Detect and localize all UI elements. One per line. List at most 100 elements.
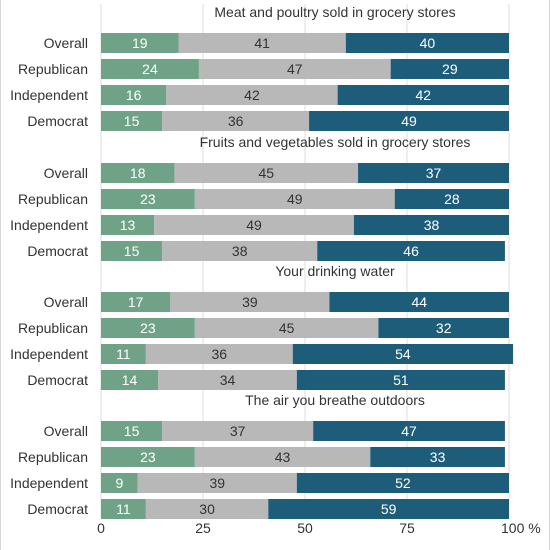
data-label: 34 <box>220 372 236 388</box>
data-label: 33 <box>430 449 446 465</box>
data-label: 16 <box>126 87 142 103</box>
bar-segment <box>166 85 338 105</box>
data-label: 54 <box>395 346 411 362</box>
bar-segment <box>162 241 318 261</box>
data-label: 49 <box>246 217 262 233</box>
data-label: 13 <box>120 217 136 233</box>
category-label: Independent <box>10 346 88 362</box>
data-label: 17 <box>128 294 144 310</box>
data-label: 11 <box>116 501 131 517</box>
bar-segment <box>170 292 330 312</box>
category-label: Overall <box>44 294 88 310</box>
bar-segment <box>145 499 269 519</box>
data-label: 45 <box>279 320 295 336</box>
data-label: 38 <box>232 243 248 259</box>
bar-segment <box>174 163 359 183</box>
bar-segment <box>145 344 293 364</box>
bar-segment <box>101 189 195 209</box>
bar-segment <box>137 473 297 493</box>
bar-segment <box>358 163 509 183</box>
data-label: 47 <box>401 423 417 439</box>
bar-segment <box>101 85 167 105</box>
bar-segment <box>337 85 509 105</box>
bar-segment <box>370 447 505 467</box>
bar-segment <box>394 189 509 209</box>
data-label: 23 <box>140 320 156 336</box>
category-label: Independent <box>10 475 88 491</box>
category-label: Republican <box>18 320 88 336</box>
panel-title: Meat and poultry sold in grocery stores <box>214 4 455 20</box>
bar-segment <box>101 292 171 312</box>
bar-segment <box>317 241 505 261</box>
bar-segment <box>154 215 354 235</box>
data-label: 14 <box>122 372 138 388</box>
bar-segment <box>292 344 514 364</box>
data-label: 44 <box>411 294 427 310</box>
bar-segment <box>353 215 509 235</box>
data-label: 23 <box>140 449 156 465</box>
data-label: 18 <box>130 165 146 181</box>
data-label: 23 <box>140 191 156 207</box>
category-label: Republican <box>18 449 88 465</box>
data-label: 29 <box>442 61 458 77</box>
bar-segment <box>101 344 146 364</box>
category-label: Democrat <box>27 372 88 388</box>
category-label: Overall <box>44 165 88 181</box>
data-label: 52 <box>395 475 411 491</box>
bar-segment <box>101 33 179 53</box>
bar-segment <box>194 318 379 338</box>
x-tick-label: 100 % <box>501 520 541 536</box>
chart-panel: Meat and poultry sold in grocery stores O… <box>10 4 509 131</box>
panel-title: The air you breathe outdoors <box>245 392 425 408</box>
bar-segment <box>101 370 159 390</box>
bar-segment <box>101 499 146 519</box>
bar-segment <box>378 318 509 338</box>
data-label: 49 <box>287 191 303 207</box>
data-label: 32 <box>436 320 452 336</box>
data-label: 37 <box>426 165 442 181</box>
panel-title: Your drinking water <box>275 263 395 279</box>
bar-segment <box>101 241 163 261</box>
bar-segment <box>158 370 297 390</box>
panel-title: Fruits and vegetables sold in grocery st… <box>200 134 471 150</box>
x-axis: 0 25 50 75 100 % <box>97 520 541 536</box>
data-label: 30 <box>199 501 215 517</box>
bar-segment <box>268 499 509 519</box>
bar-segment <box>345 33 509 53</box>
x-tick-label: 75 <box>399 520 415 536</box>
data-label: 39 <box>242 294 258 310</box>
data-label: 39 <box>209 475 225 491</box>
data-label: 41 <box>254 35 270 51</box>
category-label: Independent <box>10 217 88 233</box>
data-label: 45 <box>258 165 274 181</box>
bar-segment <box>162 111 310 131</box>
data-label: 19 <box>132 35 148 51</box>
bar-segment <box>309 111 509 131</box>
chart-panels: Meat and poultry sold in grocery stores O… <box>10 4 514 519</box>
x-tick-label: 0 <box>97 520 105 536</box>
data-label: 47 <box>287 61 303 77</box>
bar-segment <box>101 59 199 79</box>
data-label: 9 <box>115 475 123 491</box>
bar-segment <box>101 163 175 183</box>
data-label: 15 <box>124 243 140 259</box>
data-label: 28 <box>444 191 460 207</box>
data-label: 24 <box>142 61 158 77</box>
bar-segment <box>162 421 314 441</box>
bar-segment <box>329 292 509 312</box>
bar-segment <box>178 33 346 53</box>
bar-segment <box>194 447 371 467</box>
category-label: Overall <box>44 423 88 439</box>
data-label: 36 <box>212 346 228 362</box>
bar-segment <box>101 111 163 131</box>
data-label: 46 <box>403 243 419 259</box>
category-label: Independent <box>10 87 88 103</box>
bar-segment <box>194 189 395 209</box>
category-label: Republican <box>18 61 88 77</box>
bar-segment <box>313 421 505 441</box>
data-label: 36 <box>228 113 244 129</box>
bar-segment <box>101 473 138 493</box>
bar-segment <box>390 59 509 79</box>
category-label: Overall <box>44 35 88 51</box>
